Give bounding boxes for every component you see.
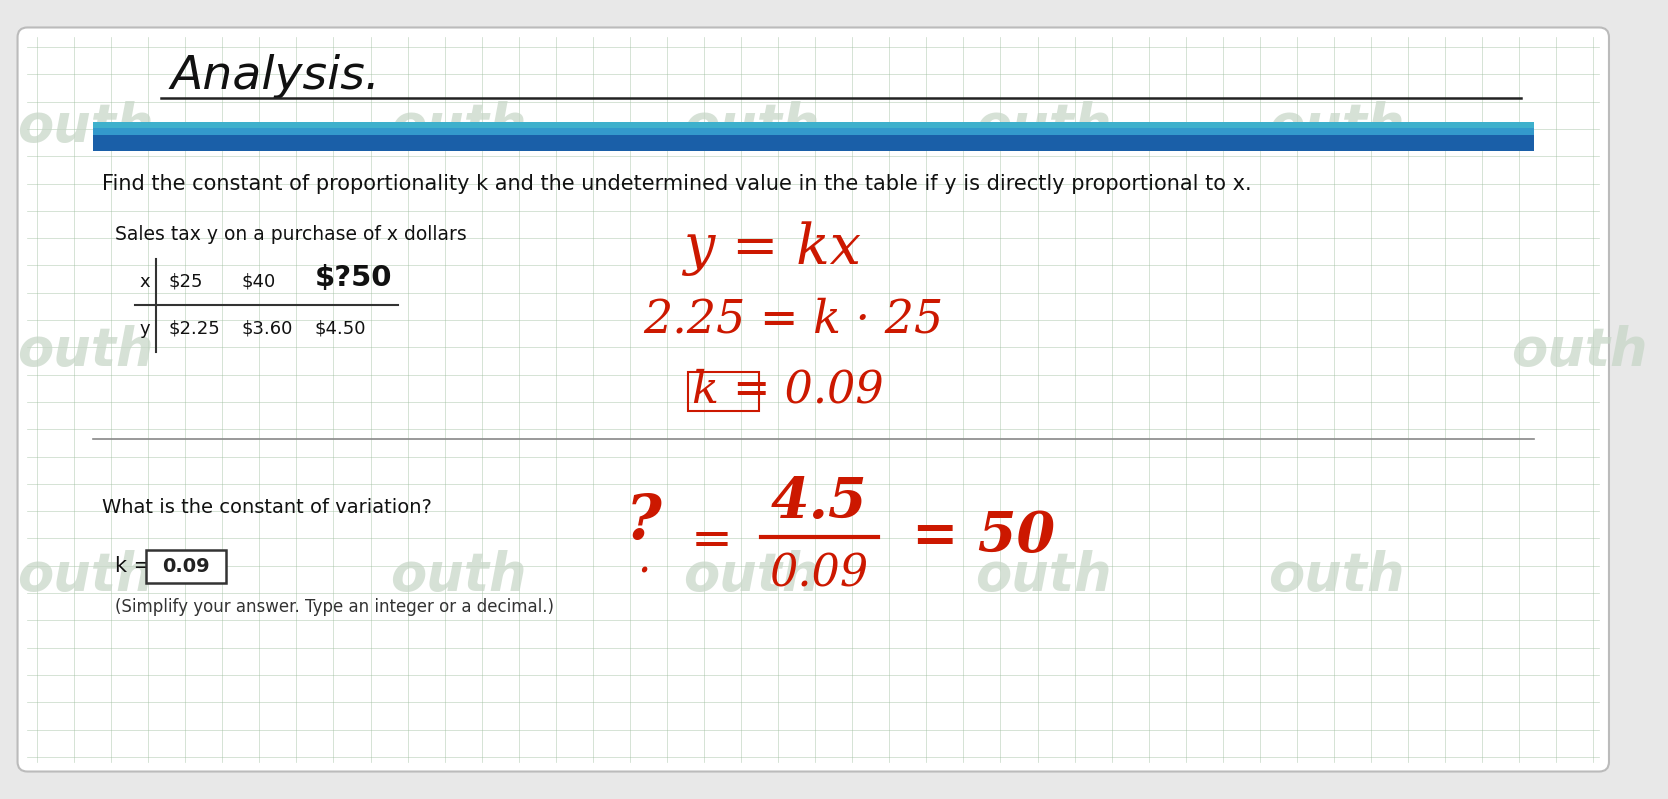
Text: $40: $40: [242, 273, 277, 291]
Text: outh: outh: [18, 325, 153, 377]
Text: 2.25 = k · 25: 2.25 = k · 25: [644, 297, 944, 343]
Text: $25: $25: [168, 273, 203, 291]
Text: 0.09: 0.09: [769, 552, 869, 595]
Text: outh: outh: [18, 101, 153, 153]
Text: x: x: [140, 273, 150, 291]
Text: 4.5: 4.5: [771, 475, 867, 530]
Text: outh: outh: [1268, 101, 1404, 153]
Text: $?50: $?50: [315, 264, 392, 292]
Text: $3.60: $3.60: [242, 320, 294, 338]
FancyBboxPatch shape: [147, 551, 227, 583]
Text: k =: k =: [115, 556, 158, 576]
Text: outh: outh: [18, 550, 153, 602]
Text: .: .: [637, 540, 651, 582]
Text: Find the constant of proportionality k and the undetermined value in the table i: Find the constant of proportionality k a…: [102, 173, 1253, 193]
Text: y: y: [140, 320, 150, 338]
Text: What is the constant of variation?: What is the constant of variation?: [102, 498, 432, 517]
Text: outh: outh: [390, 101, 527, 153]
Text: (Simplify your answer. Type an integer or a decimal.): (Simplify your answer. Type an integer o…: [115, 598, 554, 616]
Text: 0.09: 0.09: [162, 557, 210, 576]
Text: outh: outh: [682, 101, 819, 153]
Text: outh: outh: [1511, 325, 1648, 377]
Text: ?: ?: [626, 492, 662, 552]
Text: Sales tax y on a purchase of x dollars: Sales tax y on a purchase of x dollars: [115, 225, 467, 244]
Text: y = kx: y = kx: [682, 221, 861, 276]
Text: $4.50: $4.50: [315, 320, 367, 338]
Text: Analysis.: Analysis.: [170, 54, 380, 99]
FancyBboxPatch shape: [93, 122, 1535, 151]
Text: k = 0.09: k = 0.09: [692, 368, 884, 411]
Text: =: =: [691, 517, 732, 566]
Text: outh: outh: [390, 550, 527, 602]
FancyBboxPatch shape: [93, 122, 1535, 128]
Text: outh: outh: [1268, 550, 1404, 602]
FancyBboxPatch shape: [93, 122, 1535, 135]
Text: outh: outh: [976, 101, 1111, 153]
Text: $2.25: $2.25: [168, 320, 220, 338]
Text: outh: outh: [682, 550, 819, 602]
Text: = 50: = 50: [912, 509, 1054, 564]
Text: outh: outh: [976, 550, 1111, 602]
FancyBboxPatch shape: [18, 27, 1610, 772]
